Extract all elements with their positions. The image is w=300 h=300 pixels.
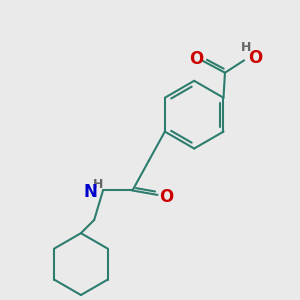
Text: N: N	[84, 183, 98, 201]
Text: O: O	[189, 50, 203, 68]
Text: H: H	[92, 178, 103, 190]
Text: O: O	[159, 188, 173, 206]
Text: O: O	[248, 49, 262, 67]
Text: H: H	[240, 41, 251, 55]
